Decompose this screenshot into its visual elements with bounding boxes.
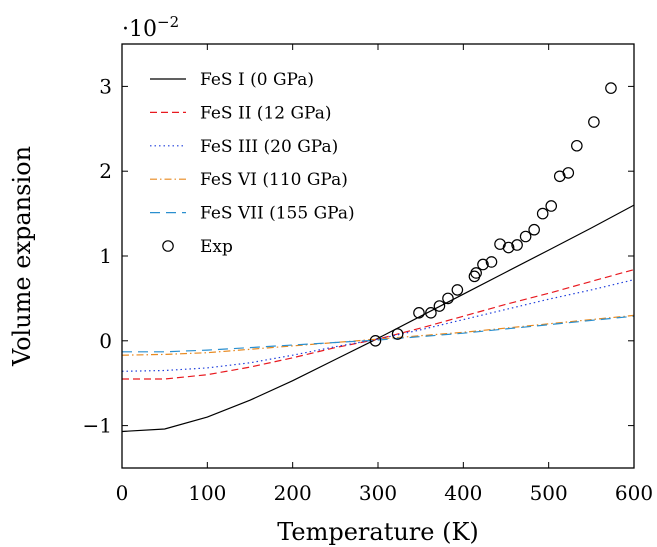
exp-data-point [413, 307, 425, 319]
exp-data-point [451, 284, 464, 296]
marker-layer [369, 82, 617, 347]
x-tick-label: 0 [116, 481, 129, 505]
y-tick-label: 1 [99, 244, 112, 268]
y-axis-title: Volume expansion [8, 146, 36, 367]
ticks-layer [121, 44, 635, 468]
series-layer [122, 204, 634, 433]
exp-data-point [502, 241, 515, 254]
exp-data-point [433, 300, 446, 312]
x-tick-label: 300 [359, 481, 397, 505]
legend-swatch [162, 240, 174, 252]
exp-data-point [528, 223, 540, 236]
y-tick-label: 3 [99, 74, 112, 98]
x-tick-label: 200 [274, 481, 312, 505]
exp-data-point [477, 258, 489, 271]
exp-data-point [545, 200, 558, 212]
plot-frame [121, 43, 635, 469]
series-line-4 [122, 314, 634, 356]
x-tick-label: 400 [444, 481, 482, 505]
legend-label: Exp [200, 237, 233, 257]
exp-data-point [442, 292, 454, 305]
exp-data-point [485, 256, 498, 268]
series-line-5 [122, 315, 634, 353]
y-tick-label: −1 [83, 414, 112, 438]
series-line-1 [122, 204, 634, 433]
x-axis-title: Temperature (K) [277, 518, 479, 546]
exp-data-point [511, 239, 523, 251]
x-tick-label: 600 [615, 481, 653, 505]
legend-label: FeS II (12 GPa) [200, 103, 332, 123]
exp-data-point [425, 307, 437, 319]
exp-data-point [519, 230, 532, 243]
legend-label: FeS VI (110 GPa) [200, 170, 348, 190]
exp-data-point [562, 167, 575, 179]
series-line-3 [122, 279, 634, 372]
x-tick-label: 500 [530, 481, 568, 505]
exp-data-point [470, 267, 482, 279]
exp-data-point [588, 116, 600, 128]
labels-layer: 0 100 200 300 400 500 600 −1 0 1 2 3 [83, 74, 654, 505]
legend: FeS I (0 GPa) FeS II (12 GPa) FeS III (20 … [150, 70, 355, 257]
y-tick-label: 2 [99, 159, 112, 183]
legend-label: FeS VII (155 GPa) [200, 204, 355, 224]
x-tick-label: 100 [188, 481, 226, 505]
legend-label: FeS III (20 GPa) [200, 137, 338, 157]
exp-data-point [536, 207, 549, 220]
exp-data-point [571, 139, 583, 152]
legend-label: FeS I (0 GPa) [200, 70, 314, 90]
exp-data-point [605, 82, 617, 94]
exp-data-point [391, 328, 404, 340]
y-axis-multiplier: ·10−2 [122, 13, 179, 42]
y-tick-label: 0 [99, 329, 112, 353]
exp-data-point [369, 334, 382, 347]
